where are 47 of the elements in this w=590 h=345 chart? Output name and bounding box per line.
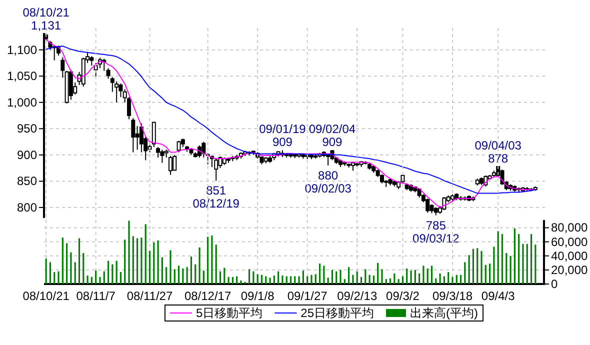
candlestick [114,80,119,103]
candlestick [214,158,218,182]
x-tick-label: 09/3/18 [432,289,473,303]
y-tick-label: 1,000 [6,95,38,110]
annotation: 785 09/03/12 [412,218,460,246]
legend-label: 出来高(平均) [410,306,478,320]
candlestick [442,196,446,211]
y-tick-label: 1,050 [6,69,38,84]
y-tick-label: 800 [16,200,38,214]
candlestick [68,69,73,100]
y-tick-label: 950 [16,122,38,136]
candlestick [426,198,430,214]
candlestick [90,56,94,66]
annotation: 08/10/21 1,131 [22,6,70,33]
candlestick [176,140,181,153]
annotation: 851 08/12/19 [192,184,240,211]
candlestick [202,141,206,158]
candlestick [160,149,164,164]
x-tick-label: 09/1/8 [240,289,275,303]
x-tick-label: 09/2/13 [337,289,378,303]
x-tick-label: 08/11/27 [126,289,173,303]
candlestick [198,144,202,158]
y-tick-label: 40,000 [551,248,588,263]
candlestick [106,68,110,80]
candlestick [60,56,65,78]
annotation: 09/01/19 909 [259,122,306,150]
y-tick-label: 20,000 [551,262,588,277]
candlestick [131,118,136,153]
x-tick-label: 08/11/7 [76,289,116,303]
x-tick-label: 08/10/21 [22,289,70,303]
y-tick-label: 80,000 [551,220,588,235]
annotation: 09/02/04 909 [308,122,356,150]
y-tick-label: 60,000 [551,234,588,249]
x-tick-label: 09/4/3 [481,289,516,303]
annotation: 09/04/03 878 [474,138,522,166]
candlestick [218,156,222,169]
x-tick-label: 09/3/2 [386,289,420,303]
candlestick [172,154,177,172]
legend-label: 25日移動平均 [300,306,374,320]
y-tick-label: 900 [16,148,38,162]
y-tick-label: 0 [551,277,558,291]
x-tick-label: 08/12/17 [184,289,232,303]
annotation: 880 09/02/03 [304,168,352,196]
x-tick-label: 09/1/27 [287,289,328,303]
y-tick-label: 1,100 [6,42,38,57]
legend-label: 5日移動平均 [196,306,263,320]
y-tick-label: 850 [16,174,38,188]
